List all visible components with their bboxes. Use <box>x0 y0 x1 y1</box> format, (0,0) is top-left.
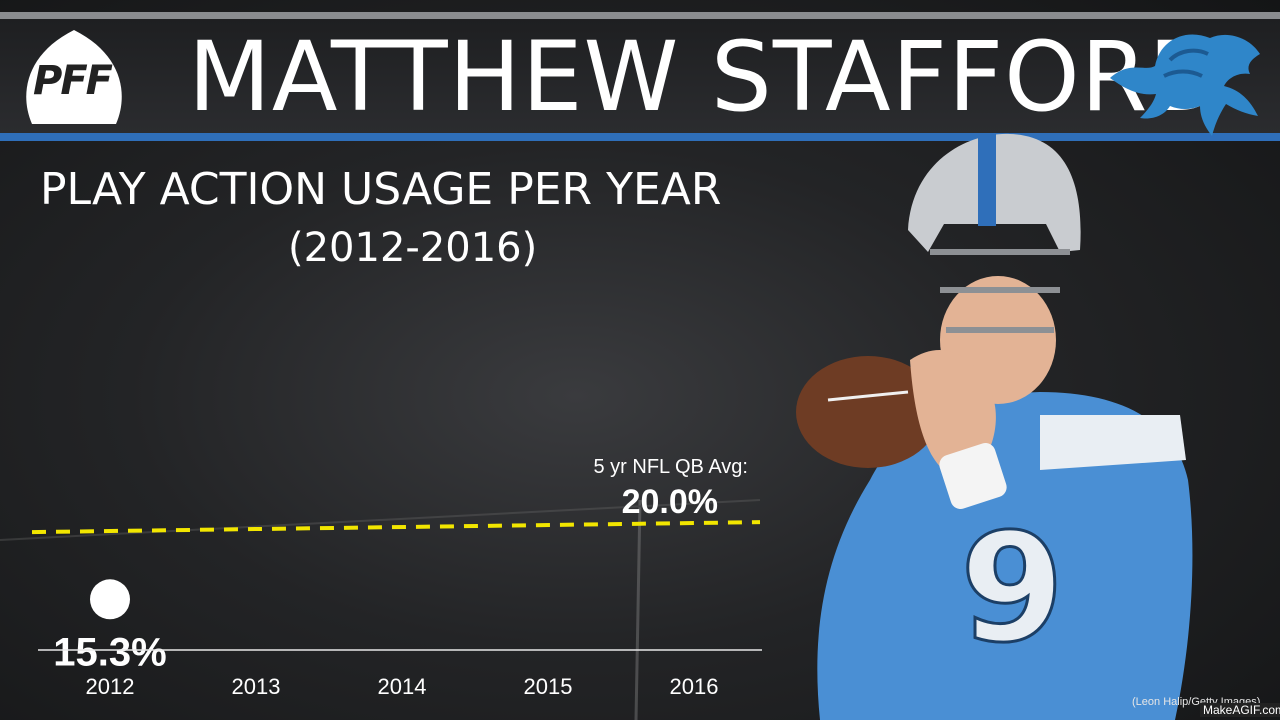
x-tick-label: 2015 <box>524 674 573 699</box>
reference-line-value: 20.0% <box>622 483 718 521</box>
reference-line-label: 5 yr NFL QB Avg: <box>593 456 748 478</box>
watermark: MakeAGIF.com <box>1200 703 1280 717</box>
header-accent-rule <box>0 133 1280 141</box>
pff-logo-text: PFF <box>33 58 113 104</box>
chart-subtitle: (2012-2016) <box>288 225 538 271</box>
svg-text:9: 9 <box>960 502 1064 676</box>
pff-logo-icon <box>26 30 122 124</box>
x-tick-label: 2014 <box>378 674 427 699</box>
data-point <box>90 579 130 620</box>
player-name-title: MATTHEW STAFFORD <box>188 21 1224 133</box>
reference-line <box>31 520 761 535</box>
chart-title: PLAY ACTION USAGE PER YEAR <box>40 164 722 215</box>
top-rule <box>0 12 1280 19</box>
data-label: 15.3% <box>53 630 166 674</box>
x-tick-label: 2016 <box>670 674 719 699</box>
x-tick-label: 2012 <box>86 674 135 699</box>
player-illustration: 9 <box>796 133 1193 720</box>
header-band <box>0 19 1280 133</box>
lion-logo-icon <box>1110 34 1260 136</box>
field-background <box>0 499 761 720</box>
x-tick-label: 2013 <box>232 674 281 699</box>
